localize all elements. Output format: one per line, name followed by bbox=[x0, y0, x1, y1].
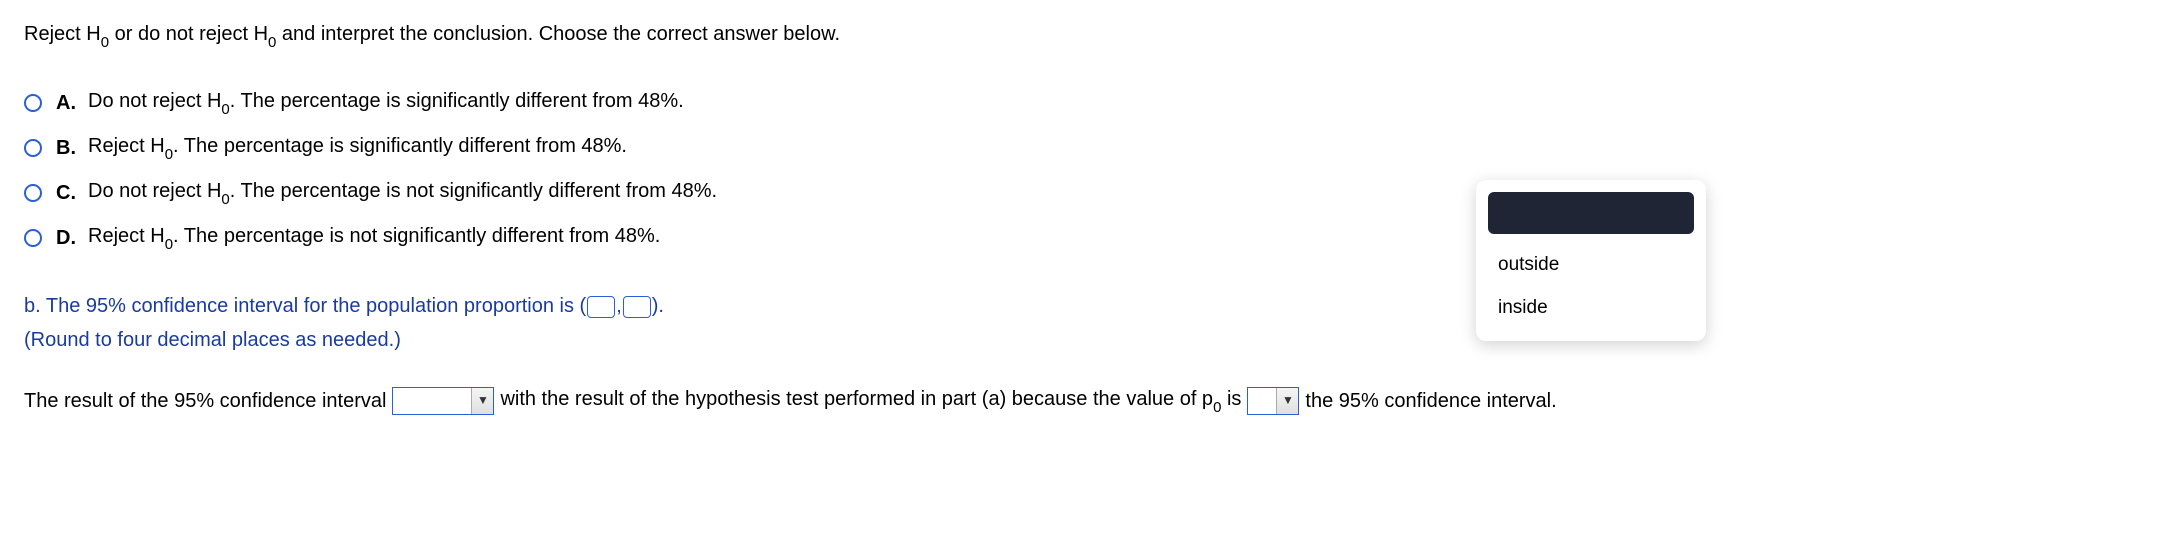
option-letter: C. bbox=[56, 179, 76, 207]
option-c[interactable]: C. Do not reject H0. The percentage is n… bbox=[24, 177, 2142, 208]
prompt-suffix: and interpret the conclusion. Choose the… bbox=[276, 23, 840, 45]
option-d[interactable]: D. Reject H0. The percentage is not sign… bbox=[24, 222, 2142, 253]
final-line: The result of the 95% confidence interva… bbox=[24, 385, 2142, 416]
option-text: Do not reject H0. The percentage is sign… bbox=[88, 87, 684, 118]
final-seg1: The result of the 95% confidence interva… bbox=[24, 387, 386, 415]
final-seg4: the 95% confidence interval. bbox=[1305, 387, 1556, 415]
radio-a[interactable] bbox=[24, 94, 42, 112]
option-text: Reject H0. The percentage is significant… bbox=[88, 132, 627, 163]
part-b: b. The 95% confidence interval for the p… bbox=[24, 289, 2142, 357]
ci-lower-input[interactable] bbox=[587, 296, 615, 318]
option-text: Reject H0. The percentage is not signifi… bbox=[88, 222, 660, 253]
final-seg2: with the result of the hypothesis test p… bbox=[500, 385, 1241, 416]
popup-option-inside[interactable]: inside bbox=[1488, 287, 1694, 330]
option-text: Do not reject H0. The percentage is not … bbox=[88, 177, 717, 208]
radio-d[interactable] bbox=[24, 229, 42, 247]
agrees-dropdown[interactable]: ▼ bbox=[392, 387, 494, 415]
radio-b[interactable] bbox=[24, 139, 42, 157]
dropdown-field[interactable] bbox=[1248, 388, 1276, 414]
popup-blank-option[interactable] bbox=[1488, 192, 1694, 234]
prompt-prefix: Reject H bbox=[24, 23, 101, 45]
chevron-down-icon: ▼ bbox=[1276, 388, 1298, 414]
option-letter: A. bbox=[56, 89, 76, 117]
option-letter: B. bbox=[56, 134, 76, 162]
ci-upper-input[interactable] bbox=[623, 296, 651, 318]
radio-c[interactable] bbox=[24, 184, 42, 202]
dropdown-popup: outside inside bbox=[1476, 180, 1706, 341]
part-b-line2: (Round to four decimal places as needed.… bbox=[24, 323, 2142, 357]
option-b[interactable]: B. Reject H0. The percentage is signific… bbox=[24, 132, 2142, 163]
option-letter: D. bbox=[56, 224, 76, 252]
option-a[interactable]: A. Do not reject H0. The percentage is s… bbox=[24, 87, 2142, 118]
chevron-down-icon: ▼ bbox=[471, 388, 493, 414]
prompt-mid: or do not reject H bbox=[109, 23, 268, 45]
dropdown-field[interactable] bbox=[393, 388, 471, 414]
question-prompt: Reject H0 or do not reject H0 and interp… bbox=[24, 20, 2142, 51]
options-group: A. Do not reject H0. The percentage is s… bbox=[24, 87, 2142, 253]
prompt-sub1: 0 bbox=[101, 34, 109, 51]
prompt-sub2: 0 bbox=[268, 34, 276, 51]
inside-outside-dropdown[interactable]: ▼ bbox=[1247, 387, 1299, 415]
part-b-line1: b. The 95% confidence interval for the p… bbox=[24, 289, 2142, 323]
popup-option-outside[interactable]: outside bbox=[1488, 244, 1694, 287]
